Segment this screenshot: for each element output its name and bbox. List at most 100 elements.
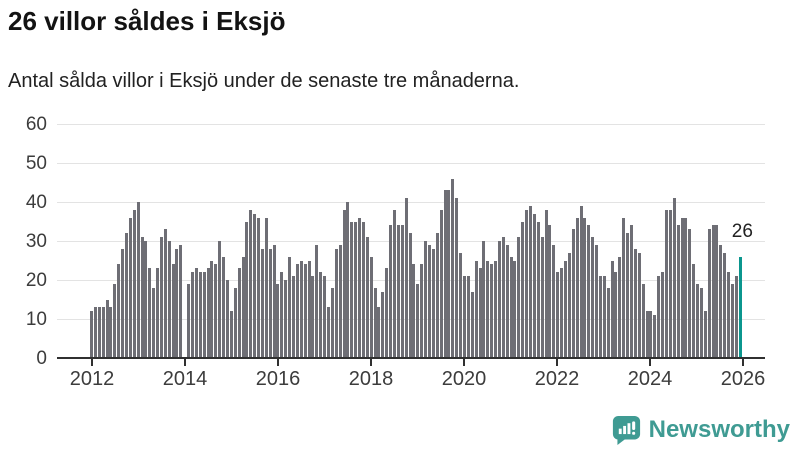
bar	[148, 268, 152, 358]
gridline	[57, 202, 765, 203]
bar	[591, 237, 595, 358]
bar	[536, 221, 540, 358]
bar	[171, 264, 175, 358]
x-axis-tick	[370, 359, 372, 366]
x-axis-tick	[184, 359, 186, 366]
bar	[315, 244, 319, 358]
bar	[466, 276, 470, 358]
bar	[486, 260, 490, 358]
bar	[210, 260, 214, 358]
bar	[513, 260, 517, 358]
gridline	[57, 163, 765, 164]
bar	[711, 225, 715, 358]
bar	[295, 264, 299, 358]
bar	[424, 241, 428, 358]
bar	[132, 209, 136, 358]
bar	[470, 291, 474, 358]
bar	[431, 248, 435, 358]
bar	[404, 198, 408, 358]
bar	[323, 276, 327, 358]
bar	[719, 244, 723, 358]
bar	[532, 213, 536, 358]
bar	[734, 276, 738, 358]
bar	[350, 221, 354, 358]
bar	[105, 299, 109, 358]
bar	[365, 237, 369, 358]
x-axis-label: 2026	[720, 368, 766, 390]
bar	[253, 213, 257, 358]
bar	[497, 241, 501, 358]
bar	[361, 221, 365, 358]
bar	[696, 283, 700, 358]
bar	[241, 256, 245, 358]
bar	[194, 268, 198, 358]
bar	[334, 248, 338, 358]
gridline	[57, 124, 765, 125]
bar	[727, 272, 731, 358]
bar	[587, 225, 591, 358]
bar	[676, 225, 680, 358]
x-axis-tick	[91, 359, 93, 366]
bar	[225, 280, 229, 358]
bar	[602, 276, 606, 358]
bar	[672, 198, 676, 358]
bar	[540, 237, 544, 358]
bar	[97, 307, 101, 358]
newsworthy-logo-icon	[612, 415, 640, 445]
bar	[517, 237, 521, 358]
y-axis-label: 10	[25, 309, 47, 330]
bar	[338, 244, 342, 358]
bar	[525, 209, 529, 358]
bar	[447, 190, 451, 358]
bar	[428, 244, 431, 358]
x-axis-label: 2020	[441, 368, 487, 390]
bar	[342, 209, 346, 358]
bar	[381, 291, 385, 358]
y-axis-label: 20	[25, 270, 47, 291]
x-axis-label: 2022	[534, 368, 580, 390]
bar	[699, 287, 703, 358]
bar	[614, 272, 618, 358]
bar	[618, 256, 622, 358]
bar	[688, 229, 692, 358]
bar	[330, 287, 334, 358]
bar	[715, 225, 719, 358]
bar	[408, 233, 412, 358]
bar	[113, 283, 117, 358]
x-axis-label: 2012	[69, 368, 115, 390]
bar	[684, 217, 688, 358]
bar	[630, 225, 633, 358]
bar	[198, 272, 202, 358]
bar	[556, 272, 560, 358]
latest-value-label: 26	[731, 220, 753, 242]
x-axis-tick	[649, 359, 651, 366]
x-axis-line	[57, 357, 765, 359]
bar	[420, 264, 424, 358]
bar	[680, 217, 684, 358]
bar	[505, 244, 509, 358]
bar	[595, 244, 599, 358]
bar	[579, 205, 583, 358]
bar	[124, 233, 128, 358]
bar	[202, 272, 206, 358]
y-axis-label: 60	[25, 114, 47, 135]
bar	[396, 225, 400, 358]
newsworthy-brand: Newsworthy	[612, 415, 790, 445]
bar	[319, 272, 323, 358]
bar	[731, 283, 735, 358]
bar	[707, 229, 711, 358]
bar	[175, 248, 179, 358]
bar	[389, 225, 393, 358]
bar	[575, 217, 579, 358]
y-axis-label: 30	[25, 231, 47, 252]
bar	[443, 190, 447, 358]
bar	[90, 311, 93, 358]
bar	[509, 256, 513, 358]
bar	[622, 217, 626, 358]
bar	[462, 276, 466, 358]
bar	[159, 237, 163, 358]
x-axis-label: 2014	[162, 368, 208, 390]
bar	[101, 307, 105, 358]
bar	[284, 280, 288, 358]
